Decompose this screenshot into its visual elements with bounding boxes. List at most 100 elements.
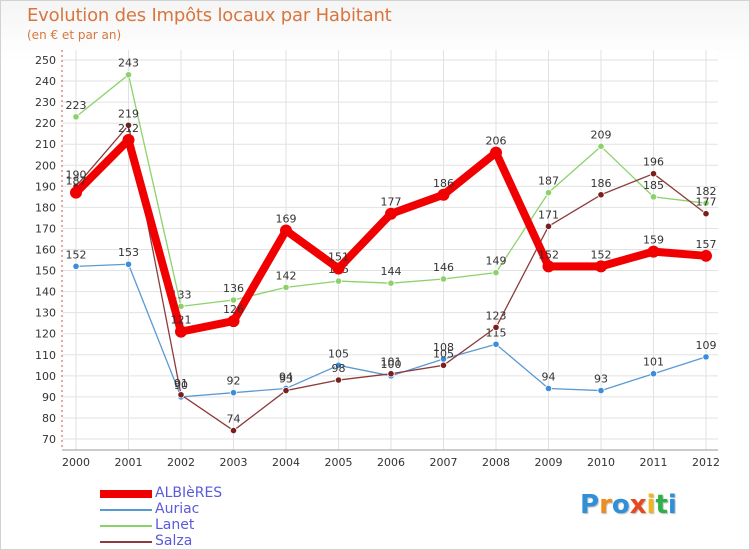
data-label: 121 [171,314,192,327]
data-label: 94 [542,370,556,383]
data-point [647,245,660,258]
data-label: 177 [696,196,717,209]
y-tick-label: 180 [35,201,56,214]
data-point [124,260,133,268]
legend-label: Auriac [155,501,200,517]
chart-legend: ALBIèRES Auriac Lanet Salza [100,485,300,549]
data-point [70,186,82,199]
y-tick-label: 250 [35,54,56,67]
legend-item: Lanet [100,517,300,533]
data-label: 105 [328,347,349,360]
y-tick-label: 90 [42,391,56,404]
data-label: 187 [538,175,559,188]
data-label: 91 [174,377,188,390]
logo-letter: t [655,490,668,520]
legend-label: ALBIèRES [155,485,223,501]
y-tick-label: 160 [35,244,56,257]
data-label: 212 [118,122,139,135]
data-point [649,370,658,378]
legend-item: Salza [100,533,300,549]
logo-letter: o [611,490,630,520]
data-label: 94 [279,370,293,383]
data-point [122,134,135,147]
data-point [492,323,500,332]
legend-item: Auriac [100,501,300,517]
x-tick-label: 2008 [482,456,510,469]
data-label: 153 [118,246,139,259]
data-label: 146 [433,261,454,274]
data-label: 190 [66,168,87,181]
data-label: 209 [591,128,612,141]
data-point [544,222,553,230]
data-point [229,389,238,397]
y-tick-label: 230 [35,96,56,109]
legend-swatch [100,525,152,527]
chart-title: Evolution des Impôts locaux par Habitant [27,5,392,26]
y-tick-label: 140 [35,286,56,299]
data-label: 149 [486,255,507,268]
y-tick-label: 150 [35,265,56,278]
data-label: 98 [332,362,346,375]
data-point [544,189,553,197]
x-tick-label: 2009 [535,456,563,469]
data-label: 109 [696,339,717,352]
y-tick-label: 200 [35,159,56,172]
data-label: 185 [643,179,664,192]
data-point [72,262,80,270]
x-tick-label: 2004 [272,456,300,469]
legend-swatch [100,490,152,498]
x-tick-label: 2011 [640,456,668,469]
data-point [597,142,605,150]
data-label: 243 [118,57,139,70]
data-point [702,210,710,218]
y-tick-label: 70 [42,433,56,446]
logo-letter: i [646,490,656,520]
data-label: 93 [279,373,293,386]
data-point [229,426,238,435]
logo-letter: i [667,490,677,520]
chart-subtitle: (en € et par an) [27,28,122,42]
data-point [595,260,607,273]
x-tick-label: 2000 [62,456,90,469]
logo-letter: P [580,490,600,520]
data-point [439,361,448,369]
data-label: 90 [174,379,188,392]
data-point [649,193,658,201]
data-label: 219 [118,107,139,120]
data-label: 108 [433,341,454,354]
data-point [124,71,133,79]
y-tick-label: 240 [35,75,56,88]
data-label: 157 [696,238,717,251]
data-point [439,275,448,283]
y-tick-label: 100 [35,370,56,383]
data-point [700,249,712,262]
x-tick-label: 2001 [115,456,143,469]
data-point [649,170,658,178]
data-label: 144 [381,265,402,278]
y-tick-label: 130 [35,307,56,320]
data-point [177,391,185,399]
data-label: 152 [66,248,87,261]
legend-label: Lanet [155,517,195,533]
x-tick-label: 2006 [377,456,405,469]
x-tick-label: 2007 [430,456,458,469]
data-point [334,361,343,369]
y-tick-label: 220 [35,117,56,130]
data-label: 126 [223,303,244,316]
data-label: 182 [696,185,717,198]
data-label: 151 [328,250,349,263]
y-tick-label: 110 [35,349,56,362]
data-label: 223 [66,99,87,112]
data-point [597,191,605,199]
data-point [387,370,395,378]
data-point [437,188,450,201]
logo-letter: r [599,490,612,520]
data-point [490,146,502,159]
data-point [280,224,292,237]
data-point [72,113,80,121]
data-label: 93 [594,373,608,386]
data-point [282,283,290,291]
data-label: 74 [227,413,241,426]
x-tick-label: 2002 [167,456,195,469]
data-label: 177 [381,196,402,209]
